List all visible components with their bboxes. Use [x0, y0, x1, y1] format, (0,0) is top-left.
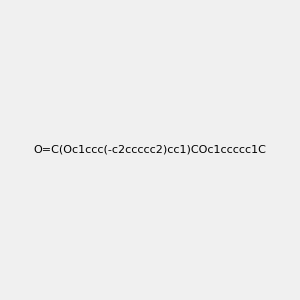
Text: O=C(Oc1ccc(-c2ccccc2)cc1)COc1ccccc1C: O=C(Oc1ccc(-c2ccccc2)cc1)COc1ccccc1C	[34, 145, 266, 155]
